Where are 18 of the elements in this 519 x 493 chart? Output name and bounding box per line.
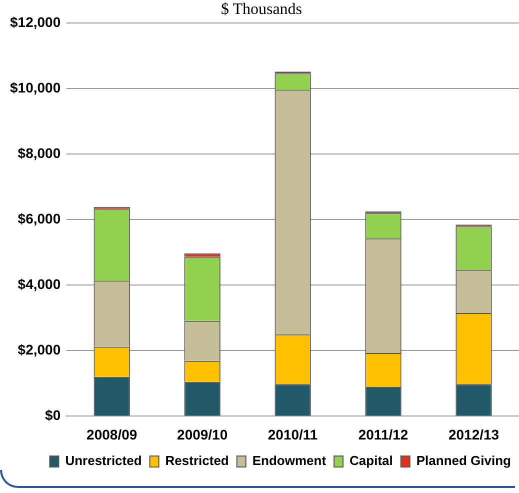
y-tick-label: $8,000 (18, 145, 61, 162)
legend-label: Endowment (252, 453, 327, 468)
y-tick-label: $4,000 (18, 276, 61, 292)
y-tick-label: $2,000 (18, 342, 61, 358)
x-tick-label: 2008/09 (86, 426, 138, 442)
chart-title: $ Thousands (220, 0, 302, 18)
y-tick-label: $10,000 (10, 80, 61, 96)
x-tick-label: 2009/10 (177, 426, 228, 442)
y-tick-label: $12,000 (10, 14, 61, 30)
legend-label: Capital (350, 453, 393, 468)
x-tick-label: 2011/12 (358, 426, 408, 442)
legend-label: Planned Giving (416, 453, 512, 468)
x-tick-label: 2010/11 (268, 426, 318, 442)
legend-label: Restricted (165, 453, 229, 468)
x-tick-label: 2012/13 (448, 426, 500, 442)
y-tick-label: $6,000 (18, 210, 61, 227)
y-tick-label: $0 (45, 407, 61, 424)
legend-label: Unrestricted (65, 453, 142, 468)
